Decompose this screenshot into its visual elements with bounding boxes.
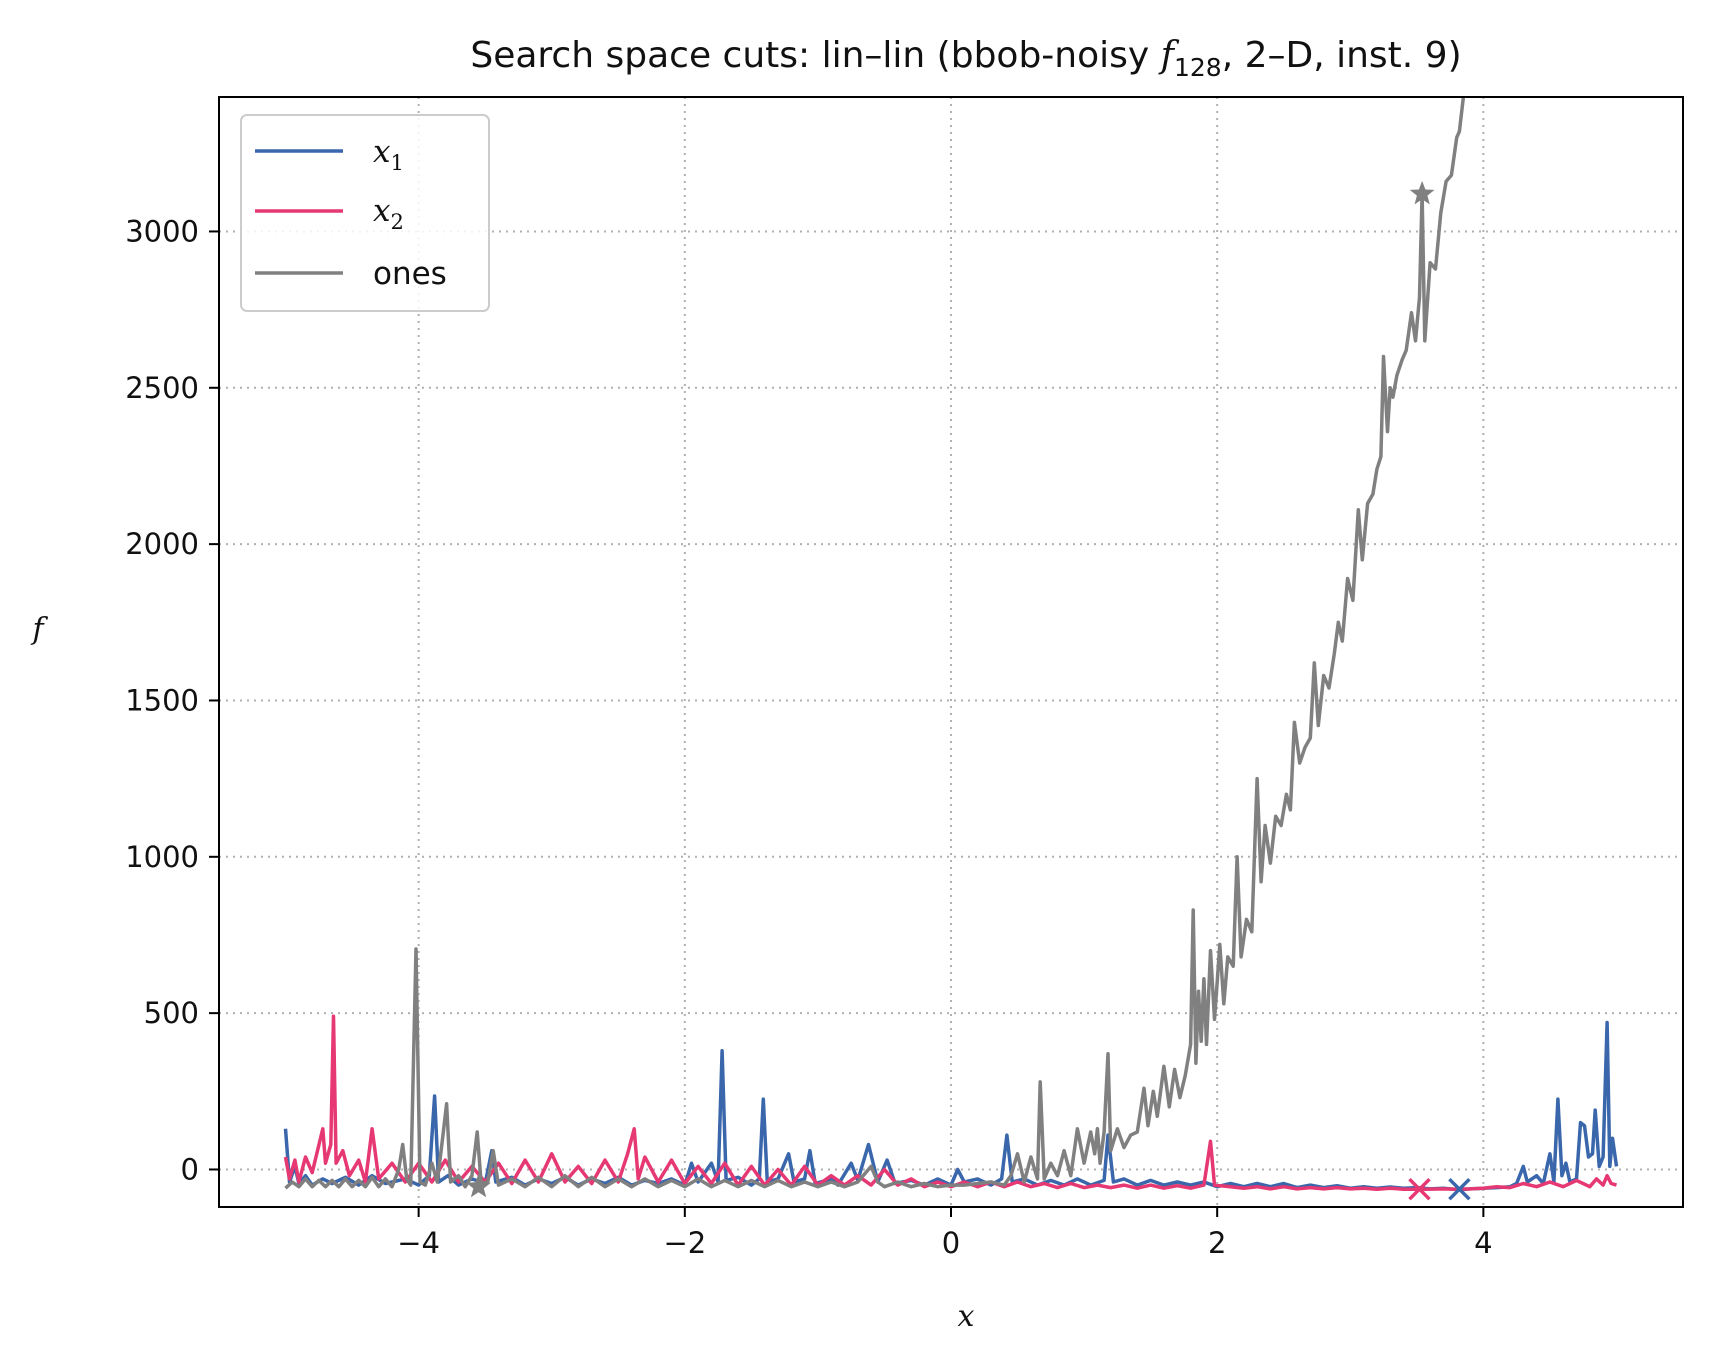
marker-x-x1 <box>1448 1177 1471 1201</box>
y-tick-label: 2500 <box>125 371 199 405</box>
marker-star-ones <box>466 1173 491 1198</box>
axis-ticks: −4 −2 0 2 4 0 500 1000 1500 2000 2500 3000 <box>125 214 1492 1260</box>
y-tick-label: 1500 <box>125 683 199 717</box>
legend-label-x1: x1 <box>373 134 404 175</box>
plot-markers <box>466 180 1471 1201</box>
y-tick-label: 500 <box>144 996 199 1030</box>
y-tick-label: 3000 <box>125 214 199 248</box>
y-tick-label: 2000 <box>125 527 199 561</box>
x-tick-label: 2 <box>1208 1226 1226 1260</box>
chart-title-suffix: , 2–D, inst. 9) <box>1222 35 1462 76</box>
legend-label-x2: x2 <box>373 193 404 234</box>
x-tick-label: 0 <box>942 1226 960 1260</box>
x-axis-label: x <box>958 1299 975 1334</box>
legend-box <box>240 114 490 312</box>
series-line-ones <box>284 97 1466 1190</box>
x-tick-label: 4 <box>1474 1226 1492 1260</box>
plot-series <box>283 97 1619 1192</box>
chart-title-prefix: Search space cuts: lin–lin (bbob-noisy <box>470 35 1160 76</box>
legend: x1 x2 ones <box>240 114 490 312</box>
marker-x-x2 <box>1408 1177 1431 1201</box>
marker-star-ones <box>1409 180 1435 205</box>
chart-title: Search space cuts: lin–lin (bbob-noisy f… <box>470 35 1461 82</box>
legend-label-ones: ones <box>373 256 447 292</box>
chart-title-func-sub: 128 <box>1174 53 1222 82</box>
y-tick-label: 1000 <box>125 840 199 874</box>
x-tick-label: −2 <box>663 1226 706 1260</box>
x-tick-label: −4 <box>397 1226 440 1260</box>
y-tick-label: 0 <box>181 1152 199 1186</box>
